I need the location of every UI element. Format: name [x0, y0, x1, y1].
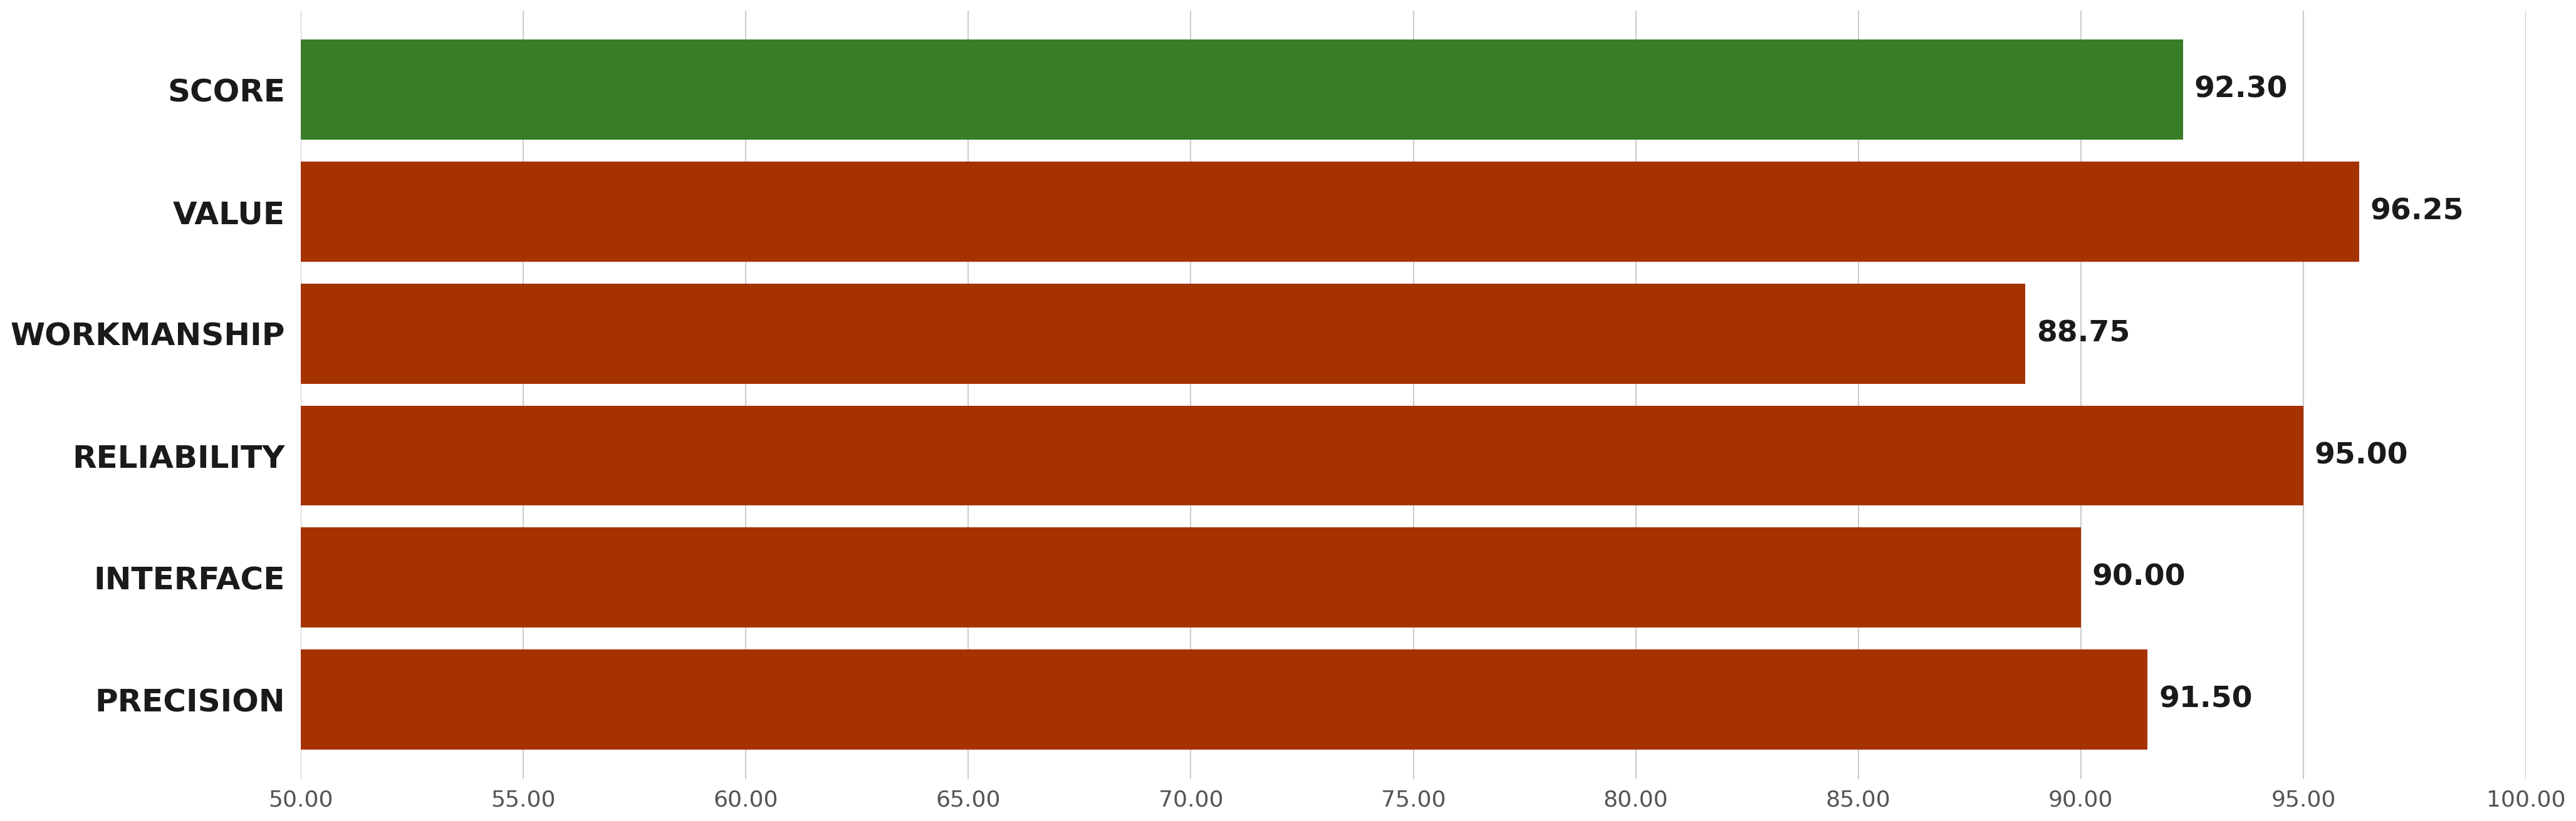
Text: 92.30: 92.30	[2195, 76, 2287, 103]
Text: 95.00: 95.00	[2316, 442, 2409, 470]
Text: 96.25: 96.25	[2370, 198, 2463, 226]
Bar	[301, 649, 2148, 750]
Bar	[301, 39, 2184, 140]
Text: 91.50: 91.50	[2159, 686, 2251, 713]
Text: 88.75: 88.75	[2038, 319, 2130, 348]
Bar	[301, 528, 2081, 627]
Bar	[301, 283, 2025, 383]
Bar	[301, 406, 2303, 506]
Bar	[301, 162, 2360, 262]
Text: 90.00: 90.00	[2092, 563, 2184, 592]
